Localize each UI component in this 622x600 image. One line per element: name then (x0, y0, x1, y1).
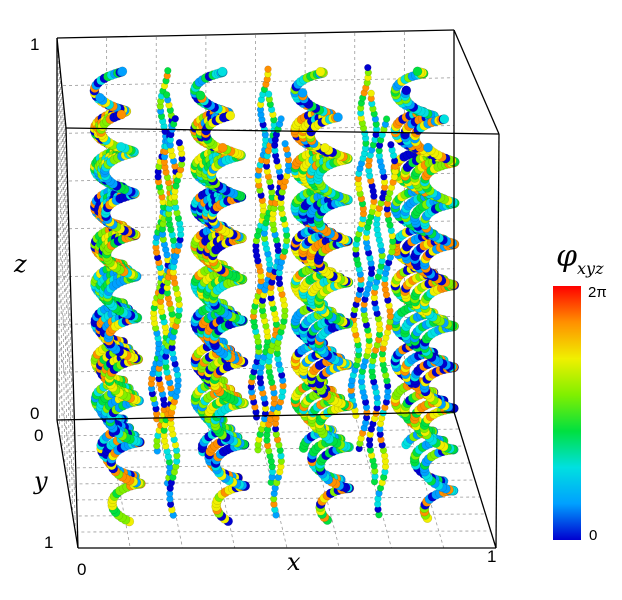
tube-segment (364, 63, 372, 72)
tube-segment (225, 110, 236, 121)
grid-line (354, 413, 392, 549)
tube-segment (264, 65, 272, 73)
z-tick-max: 1 (30, 35, 39, 54)
grid-line (58, 60, 63, 453)
tube-segment (423, 142, 433, 153)
tube-segment (217, 66, 228, 77)
tube-segment (412, 66, 423, 77)
box-edge (56, 37, 67, 129)
grid-line (106, 418, 131, 549)
y-tick-max: 1 (44, 533, 53, 552)
tube-segment (117, 66, 128, 77)
tube-segment (163, 91, 171, 99)
x-axis-label: x (287, 548, 301, 576)
y-axis-label: y (33, 467, 48, 495)
z-axis-label: z (13, 250, 27, 278)
tube-segment (320, 143, 330, 153)
tube-segment (116, 109, 127, 120)
grid-line (56, 85, 68, 181)
tube-segment (401, 85, 412, 96)
tube-segment (383, 115, 391, 123)
tube-segment (439, 114, 450, 124)
x-tick-min: 0 (77, 560, 86, 579)
grid-line (56, 228, 73, 339)
tube-segment (367, 89, 375, 97)
y-tick-min: 0 (34, 426, 43, 445)
box-edge (495, 133, 500, 549)
tube-segment (195, 90, 206, 101)
tube-segment (281, 140, 289, 148)
colorbar: φxyz 2π 0 (553, 239, 607, 544)
colorbar-max-label: 2π (588, 284, 607, 301)
grid-line (62, 445, 465, 453)
grid-line (56, 133, 70, 234)
tube-segment (95, 92, 105, 103)
grid-line (56, 125, 455, 134)
grid-line (56, 77, 455, 87)
colorbar-gradient (553, 286, 581, 540)
tube-segment (333, 112, 343, 122)
tube-segment (171, 115, 179, 123)
grid-line (62, 94, 71, 501)
tube-segment (164, 67, 172, 75)
tube-segment (387, 141, 395, 149)
grid-line (304, 414, 340, 549)
tube-segment (277, 115, 285, 123)
tube-segment (315, 66, 326, 77)
grid-line (75, 530, 491, 533)
x-tick-max: 1 (487, 547, 496, 566)
tube-segment (217, 142, 228, 153)
grid-line (56, 276, 74, 391)
grid-line (64, 462, 470, 469)
tube-segment (116, 141, 126, 152)
box-edge (453, 29, 500, 135)
tube-segment (265, 90, 273, 98)
grid-line (59, 71, 66, 469)
box-edge (65, 127, 500, 135)
grid-line (56, 324, 76, 444)
strand-tube (347, 63, 372, 420)
colorbar-title: φxyz (556, 239, 604, 278)
z-tick-min: 0 (30, 404, 39, 423)
tube-segment (175, 139, 184, 147)
tube-layer (89, 63, 460, 527)
colorbar-min-label: 0 (589, 527, 597, 544)
grid-line (63, 105, 74, 517)
strand-tube (247, 65, 272, 421)
tube-segment (297, 88, 308, 98)
